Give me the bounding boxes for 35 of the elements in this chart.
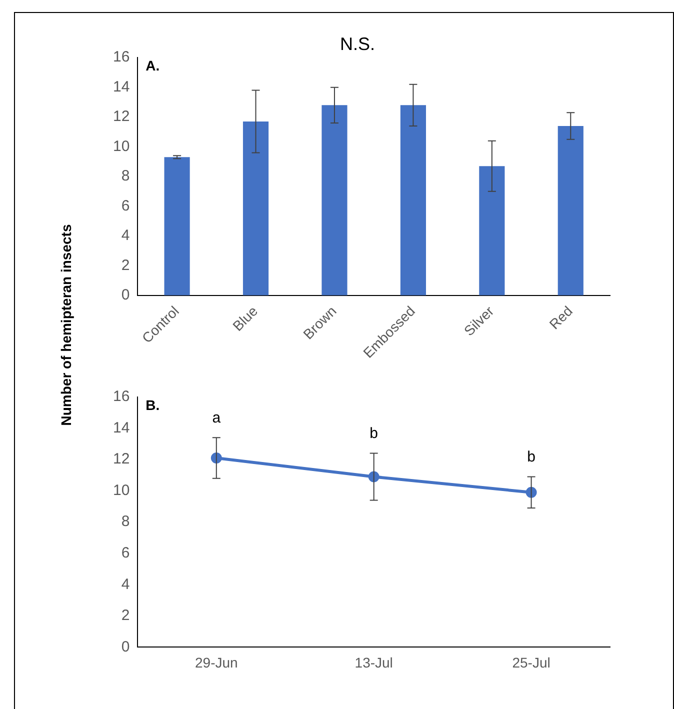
y-tick-label: 10: [112, 482, 130, 499]
bar: [558, 126, 584, 296]
y-tick-label: 0: [121, 638, 130, 656]
bar: [322, 105, 348, 296]
y-tick-label: 14: [112, 78, 130, 96]
y-tick-label: 10: [112, 138, 130, 155]
y-tick-label: 4: [121, 576, 130, 593]
annotation: b: [370, 424, 378, 442]
y-tick-label: 2: [121, 607, 130, 624]
x-tick-label: 29-Jun: [195, 654, 238, 670]
y-tick-label: 8: [121, 513, 130, 530]
x-tick-label: 25-Jul: [512, 654, 550, 670]
y-tick-label: 16: [112, 388, 130, 406]
x-tick-label: 13-Jul: [354, 654, 393, 670]
bar: [400, 105, 426, 296]
bar: [242, 121, 269, 296]
y-tick-label: 12: [112, 108, 130, 126]
annotation: b: [527, 448, 536, 466]
y-tick-label: 8: [121, 168, 130, 185]
y-tick-label: 12: [112, 450, 130, 468]
y-tick-label: 14: [112, 419, 130, 436]
chart-title: N.S.: [340, 34, 376, 54]
y-tick-label: 0: [121, 286, 130, 304]
y-tick-label: 6: [121, 544, 130, 562]
annotation: a: [212, 409, 222, 426]
y-tick-label: 16: [112, 48, 130, 66]
bar: [479, 166, 505, 296]
y-tick-label: 4: [121, 227, 130, 244]
bar: [164, 157, 190, 296]
x-tick-label: Blue: [229, 302, 261, 334]
y-tick-label: 6: [121, 197, 130, 214]
y-axis-title: Number of hemipteran insects: [58, 224, 74, 426]
annotation: A.: [146, 57, 160, 74]
y-tick-label: 2: [121, 256, 130, 274]
annotation: B.: [146, 396, 160, 413]
